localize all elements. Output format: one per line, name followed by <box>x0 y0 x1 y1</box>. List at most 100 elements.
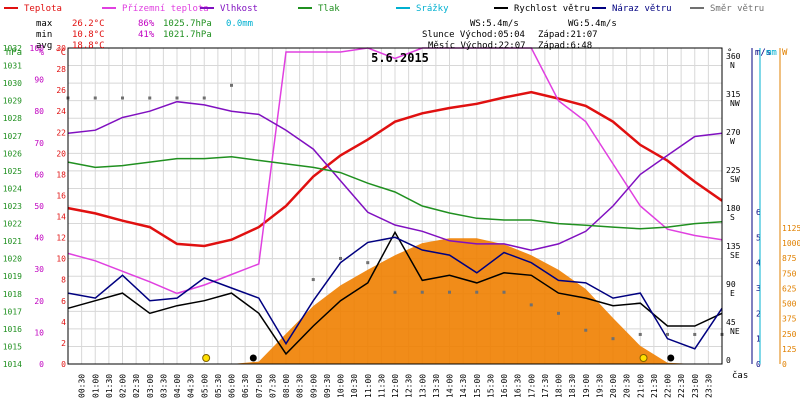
x-tick-label: 01:00 <box>91 374 100 398</box>
x-tick-label: 12:00 <box>391 374 400 398</box>
axis-unit-solar: W <box>782 48 788 58</box>
stats-avg-temp: 18.8°C <box>72 41 105 51</box>
x-tick-label: 20:30 <box>623 374 632 398</box>
axis-tick-hpa: 1029 <box>3 97 22 106</box>
stats-max-label: max <box>36 19 53 29</box>
x-tick-label: 16:30 <box>514 374 523 398</box>
axis-unit-hpa: hPa <box>6 48 22 58</box>
info-wg: WG:5.4m/s <box>568 19 617 29</box>
axis-tick-dir-compass: N <box>730 61 735 70</box>
axis-tick-hpa: 1032 <box>3 44 22 53</box>
x-tick-label: 04:00 <box>173 374 182 398</box>
axis-tick-hpa: 1015 <box>3 342 22 351</box>
axis-tick-dir: 90 <box>726 280 736 289</box>
x-tick-label: 16:00 <box>500 374 509 398</box>
x-tick-label: 21:30 <box>650 374 659 398</box>
series-line-4 <box>67 230 723 356</box>
axis-tick-dir: 360 <box>726 52 741 61</box>
x-tick-label: 09:00 <box>309 374 318 398</box>
axis-tick-temp: 2 <box>61 339 66 348</box>
axis-tick-hpa: 1025 <box>3 167 22 176</box>
axis-tick-temp: 22 <box>56 128 66 137</box>
x-tick-label: 20:00 <box>609 374 618 398</box>
axes: hPa1014101510161017101810191020102110221… <box>3 44 800 398</box>
axis-tick-wind: 1 <box>756 335 761 344</box>
axis-tick-dir-compass: S <box>730 213 735 222</box>
axis-unit-temp: °C <box>55 48 66 58</box>
x-tick-label: 02:00 <box>119 374 128 398</box>
series-line-3 <box>67 156 723 230</box>
axis-tick-solar: 750 <box>782 269 797 278</box>
sunrise-marker <box>202 354 211 362</box>
axis-tick-temp: 30 <box>56 44 66 53</box>
moonset-marker <box>249 354 257 362</box>
wind-direction-point <box>557 311 560 315</box>
axis-tick-hpa: 1020 <box>3 255 22 264</box>
axis-tick-pct: 30 <box>34 265 44 274</box>
axis-tick-pct: 90 <box>34 76 44 85</box>
x-tick-label: 03:30 <box>159 374 168 398</box>
x-tick-label: 08:00 <box>282 374 291 398</box>
axis-tick-dir-compass: SE <box>730 251 740 260</box>
axis-tick-solar: 0 <box>782 360 787 369</box>
axis-tick-solar: 1000 <box>782 239 800 248</box>
axis-tick-hpa: 1021 <box>3 237 22 246</box>
axis-tick-pct: 40 <box>34 234 44 243</box>
axis-tick-wind: 6 <box>756 208 761 217</box>
legend-label-smer: Směr větru <box>710 4 764 14</box>
info-block: WS:5.4m/s WG:5.4m/s Slunce Východ:05:04 … <box>422 19 617 51</box>
wind-direction-point <box>121 96 124 100</box>
solar-radiation-area <box>68 238 722 364</box>
wind-direction-point <box>448 290 451 294</box>
axis-tick-pct: 10 <box>34 328 44 337</box>
legend-label-naraz: Náraz větru <box>612 4 672 14</box>
axis-tick-hpa: 1014 <box>3 360 22 369</box>
info-moonset: Západ:6:48 <box>538 41 592 51</box>
axis-tick-hpa: 1017 <box>3 307 22 316</box>
wind-direction-point <box>393 290 397 294</box>
axis-tick-solar: 500 <box>782 300 797 309</box>
x-tick-label: 17:30 <box>541 374 550 398</box>
axis-tick-dir: 180 <box>726 204 741 213</box>
x-tick-label: 15:30 <box>486 374 495 398</box>
axis-tick-temp: 16 <box>56 191 66 200</box>
info-moonrise: Měsíc Východ:22:07 <box>428 41 526 51</box>
axis-tick-solar: 250 <box>782 330 797 339</box>
x-tick-label: 06:30 <box>241 374 250 398</box>
axis-tick-wind: 2 <box>756 309 761 318</box>
series-line-1 <box>67 47 723 295</box>
x-tick-label: 07:30 <box>268 374 277 398</box>
stats-min-label: min <box>36 30 52 40</box>
axis-unit-wind: m/s <box>755 48 771 58</box>
axis-tick-wind: 5 <box>756 233 761 242</box>
axis-tick-dir-compass: SW <box>730 175 740 184</box>
x-tick-label: 18:00 <box>555 374 564 398</box>
axis-tick-dir: 315 <box>726 90 741 99</box>
axis-tick-hpa: 1031 <box>3 62 22 71</box>
axis-tick-dir-compass: W <box>730 137 735 146</box>
x-tick-label: 23:30 <box>704 374 713 398</box>
chart-title: 5.6.2015 <box>371 51 429 65</box>
axis-unit-rain: mm <box>766 48 777 58</box>
x-tick-label: 13:00 <box>418 374 427 398</box>
x-tick-label: 18:30 <box>568 374 577 398</box>
wind-direction-point <box>148 96 152 100</box>
axis-tick-dir-compass: NW <box>730 99 740 108</box>
stats-max-temp: 26.2°C <box>72 19 105 29</box>
wind-direction-point <box>175 96 179 100</box>
axis-tick-pct: 0 <box>39 360 44 369</box>
axis-tick-temp: 18 <box>56 170 66 179</box>
x-tick-label: 15:00 <box>473 374 482 398</box>
wind-direction-point <box>611 337 615 341</box>
legend-label-tlak: Tlak <box>318 4 340 14</box>
x-tick-label: 10:00 <box>337 374 346 398</box>
x-tick-label: 03:00 <box>146 374 155 398</box>
series-lines <box>66 47 724 356</box>
axis-tick-hpa: 1019 <box>3 272 22 281</box>
x-tick-label: 21:00 <box>636 374 645 398</box>
axis-tick-dir-compass: NE <box>730 327 740 336</box>
x-tick-label: 10:30 <box>350 374 359 398</box>
axis-tick-wind: 0 <box>756 360 761 369</box>
wind-direction-point <box>666 332 669 336</box>
